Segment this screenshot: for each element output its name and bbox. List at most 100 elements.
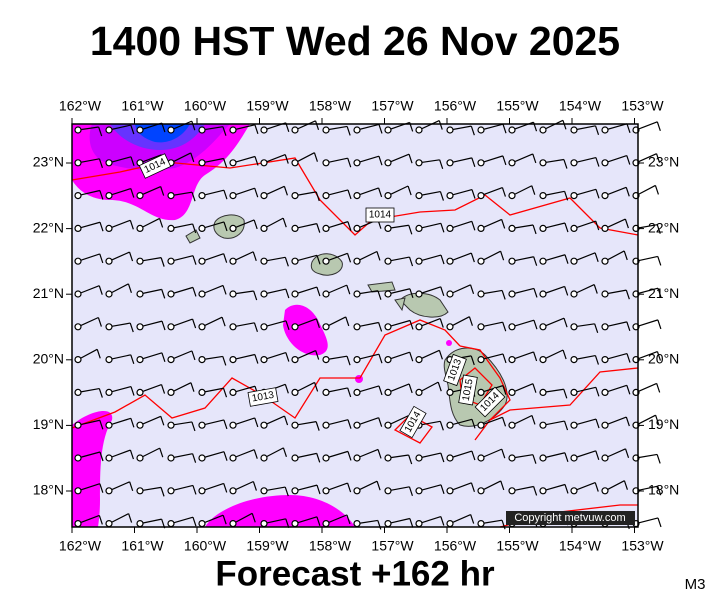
barb-staff	[201, 221, 225, 229]
barb-flag	[159, 218, 164, 228]
station	[384, 323, 392, 331]
lat-label: 22°N	[33, 219, 64, 235]
station	[446, 454, 454, 462]
barb-staff	[480, 480, 502, 492]
lon-label: 160°W	[184, 98, 227, 114]
barb-flag	[377, 290, 382, 300]
station	[105, 126, 113, 134]
barb-staff	[573, 450, 596, 459]
copyright-box	[506, 511, 635, 525]
barb-staff	[356, 250, 378, 262]
station	[322, 257, 330, 265]
barb-flag	[252, 481, 257, 491]
lon-label: 159°W	[246, 538, 289, 554]
barb-flag	[346, 284, 351, 295]
station	[136, 323, 144, 331]
station	[136, 290, 144, 298]
barb-flag	[654, 185, 659, 195]
barb-flag	[657, 287, 662, 298]
barb-staff	[201, 253, 224, 262]
station	[136, 519, 144, 528]
station	[136, 192, 144, 200]
station	[477, 257, 485, 265]
barb-flag	[377, 449, 382, 459]
barb-staff	[263, 288, 286, 295]
barb-flag	[470, 355, 475, 366]
station	[229, 192, 237, 200]
barb-flag	[346, 126, 351, 136]
axis-ticks: 162°W 162°W 161°W 161°W 160°W 160°W 159°W 159°W…	[33, 98, 680, 554]
barb-staff	[449, 418, 473, 426]
barb-staff	[604, 321, 627, 328]
lat-label: 20°N	[33, 351, 64, 367]
barb-staff	[170, 516, 194, 525]
station	[291, 224, 299, 232]
station	[384, 388, 392, 396]
station	[229, 323, 237, 331]
barb-flag	[190, 152, 195, 163]
barb-staff	[263, 185, 285, 197]
barb-flag	[99, 420, 104, 430]
station	[105, 356, 113, 364]
barb-staff	[356, 123, 380, 131]
barb-staff	[542, 190, 565, 197]
station	[446, 421, 454, 429]
station	[136, 356, 144, 364]
barb-flag	[469, 284, 475, 295]
barb-staff	[170, 484, 194, 492]
station	[167, 323, 175, 331]
station	[229, 421, 237, 429]
barb-staff	[232, 449, 255, 459]
barb-flag	[408, 256, 414, 267]
barb-flag	[656, 454, 661, 464]
model-label: M3	[685, 576, 706, 593]
barb-flag	[223, 483, 228, 493]
barb-staff	[108, 124, 131, 131]
barb-flag	[655, 153, 661, 163]
barb-flag	[159, 447, 164, 458]
barb-flag	[192, 453, 197, 463]
barb-staff	[635, 414, 656, 426]
barb-staff	[294, 152, 315, 164]
barb-flag	[222, 388, 228, 398]
barb-flag	[284, 486, 289, 497]
barb-flag	[594, 323, 599, 333]
station	[415, 224, 423, 232]
barb-staff	[449, 316, 470, 328]
barb-flag	[471, 157, 476, 168]
station	[477, 454, 485, 462]
barb-staff	[604, 250, 625, 262]
barb-flag	[285, 320, 290, 330]
barb-staff	[108, 354, 131, 361]
barb-staff	[387, 256, 410, 262]
barb-flag	[563, 318, 568, 328]
barb-staff	[356, 321, 379, 328]
barb-flag	[500, 480, 505, 491]
station	[105, 224, 113, 232]
barb-staff	[170, 120, 193, 131]
station	[105, 454, 113, 462]
barb-flag	[283, 415, 289, 426]
barb-flag	[161, 289, 166, 299]
barb-flag	[316, 516, 321, 527]
station	[601, 356, 609, 364]
barb-flag	[470, 514, 475, 524]
lon-label: 155°W	[496, 98, 539, 114]
station	[322, 126, 330, 134]
barb-flag	[254, 156, 259, 166]
barb-staff	[418, 222, 442, 229]
barb-staff	[294, 452, 317, 459]
station	[477, 356, 485, 364]
station	[477, 290, 485, 298]
station	[136, 126, 144, 134]
barb-flag	[439, 318, 444, 328]
station	[384, 421, 392, 429]
barb-staff	[232, 417, 255, 426]
station	[539, 126, 547, 134]
barb-staff	[635, 255, 658, 262]
station	[198, 421, 206, 429]
barb-flag	[98, 158, 104, 168]
barb-flag	[191, 191, 196, 202]
barb-flag	[563, 389, 568, 399]
station	[508, 290, 516, 298]
